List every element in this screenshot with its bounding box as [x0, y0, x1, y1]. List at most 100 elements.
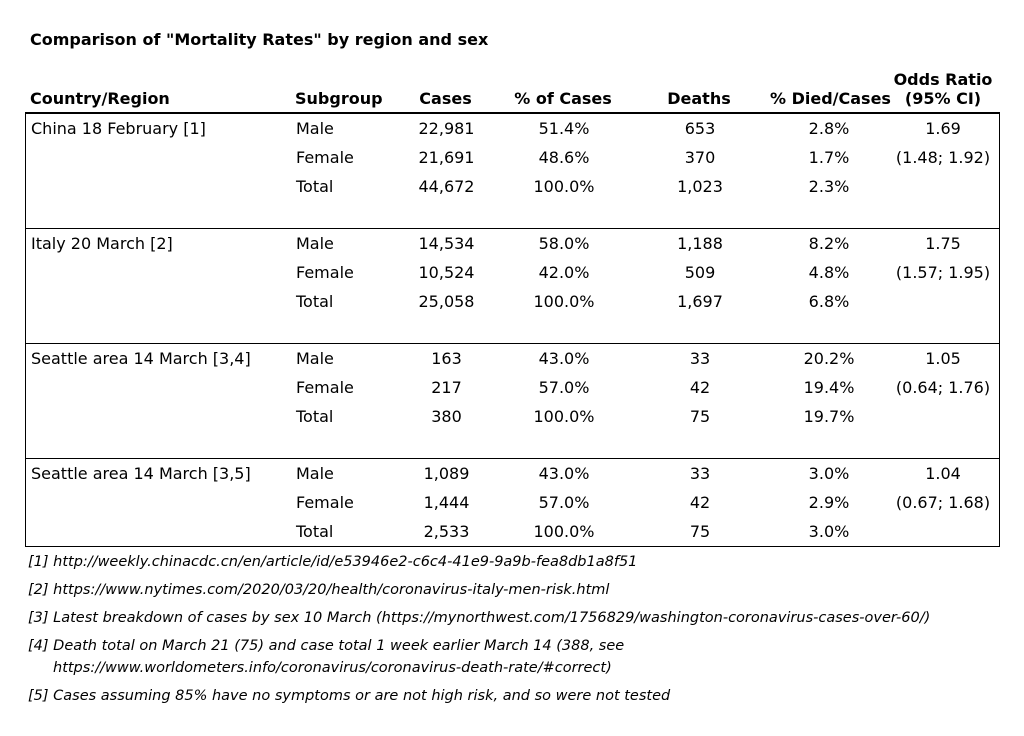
cell-pct-of-cases: 100.0%: [533, 177, 595, 196]
cell-subgroup: Female: [296, 378, 354, 397]
cell-deaths: 33: [689, 349, 711, 368]
cell-pct-of-cases: 100.0%: [533, 522, 595, 541]
cell-pct-of-cases: 48.6%: [538, 148, 590, 167]
table-row: Italy 20 March [2] Male 14,534 58.0% 1,1…: [26, 229, 999, 258]
region-label: Seattle area 14 March [3,4]: [31, 349, 251, 368]
cell-pct-of-cases: 100.0%: [533, 407, 595, 426]
region-block-seattle-estimated: Seattle area 14 March [3,5] Male 1,089 4…: [26, 459, 999, 546]
cell-pct-died: 19.4%: [803, 378, 855, 397]
cell-odds-ratio: 1.69: [925, 119, 961, 138]
block-spacer: [26, 201, 999, 228]
table-header-row: Country/Region Subgroup Cases % of Cases…: [25, 54, 1000, 112]
cell-cases: 1,089: [423, 464, 470, 483]
footnotes-section: [1] http://weekly.chinacdc.cn/en/article…: [28, 553, 1008, 715]
cell-pct-died: 20.2%: [803, 349, 855, 368]
cell-deaths: 653: [684, 119, 716, 138]
footnote-3: [3] Latest breakdown of cases by sex 10 …: [28, 610, 931, 626]
col-header-country-region: Country/Region: [30, 89, 170, 108]
cell-cases: 217: [431, 378, 462, 397]
region-block-china: China 18 February [1] Male 22,981 51.4% …: [26, 114, 999, 229]
cell-subgroup: Total: [296, 407, 334, 426]
region-block-seattle-confirmed: Seattle area 14 March [3,4] Male 163 43.…: [26, 344, 999, 459]
cell-deaths: 33: [689, 464, 711, 483]
footnote-5: [5] Cases assuming 85% have no symptoms …: [28, 688, 671, 704]
cell-odds-ratio: 1.05: [925, 349, 961, 368]
table-row: Female 1,444 57.0% 42 2.9% (0.67; 1.68): [26, 488, 999, 517]
cell-pct-died: 6.8%: [808, 292, 850, 311]
cell-pct-of-cases: 57.0%: [538, 378, 590, 397]
region-label: Seattle area 14 March [3,5]: [31, 464, 251, 483]
footnote-4-line1: [4] Death total on March 21 (75) and cas…: [28, 638, 625, 654]
block-spacer: [26, 431, 999, 458]
cell-pct-died: 2.3%: [808, 177, 850, 196]
cell-pct-died: 2.9%: [808, 493, 850, 512]
cell-odds-ci: (1.57; 1.95): [895, 263, 991, 282]
cell-pct-died: 3.0%: [808, 522, 850, 541]
cell-pct-of-cases: 42.0%: [538, 263, 590, 282]
block-spacer: [26, 316, 999, 343]
cell-deaths: 42: [689, 493, 711, 512]
cell-pct-of-cases: 100.0%: [533, 292, 595, 311]
region-label: China 18 February [1]: [31, 119, 206, 138]
cell-pct-of-cases: 51.4%: [538, 119, 590, 138]
col-header-odds-ratio-line2: (95% CI): [904, 89, 982, 108]
footnote-4-line2: https://www.worldometers.info/coronaviru…: [53, 660, 612, 676]
cell-deaths: 509: [684, 263, 716, 282]
cell-cases: 1,444: [423, 493, 470, 512]
cell-subgroup: Male: [296, 349, 334, 368]
table-row: China 18 February [1] Male 22,981 51.4% …: [26, 114, 999, 143]
cell-subgroup: Total: [296, 292, 334, 311]
region-block-italy: Italy 20 March [2] Male 14,534 58.0% 1,1…: [26, 229, 999, 344]
table-row: Female 21,691 48.6% 370 1.7% (1.48; 1.92…: [26, 143, 999, 172]
col-header-odds-ratio: Odds Ratio (95% CI): [886, 70, 1000, 112]
cell-subgroup: Female: [296, 493, 354, 512]
cell-odds-ci: (0.67; 1.68): [895, 493, 991, 512]
cell-cases: 10,524: [418, 263, 475, 282]
table-row: Total 25,058 100.0% 1,697 6.8%: [26, 287, 999, 316]
table-row: Female 217 57.0% 42 19.4% (0.64; 1.76): [26, 373, 999, 402]
cell-subgroup: Total: [296, 522, 334, 541]
cell-pct-died: 2.8%: [808, 119, 850, 138]
col-header-deaths: Deaths: [667, 89, 731, 108]
cell-pct-of-cases: 43.0%: [538, 464, 590, 483]
col-header-pct-died-cases: % Died/Cases: [770, 89, 891, 108]
cell-subgroup: Female: [296, 263, 354, 282]
footnote-4: [4] Death total on March 21 (75) and cas…: [28, 637, 1008, 677]
cell-deaths: 75: [689, 407, 711, 426]
cell-odds-ratio: 1.75: [925, 234, 961, 253]
cell-pct-died: 19.7%: [803, 407, 855, 426]
col-header-pct-of-cases: % of Cases: [514, 89, 612, 108]
cell-cases: 163: [431, 349, 462, 368]
cell-cases: 2,533: [423, 522, 470, 541]
mortality-table-body: China 18 February [1] Male 22,981 51.4% …: [25, 112, 1000, 547]
cell-cases: 14,534: [418, 234, 475, 253]
table-row: Total 2,533 100.0% 75 3.0%: [26, 517, 999, 546]
cell-cases: 25,058: [418, 292, 475, 311]
cell-subgroup: Male: [296, 119, 334, 138]
footnote-1: [1] http://weekly.chinacdc.cn/en/article…: [28, 554, 638, 570]
cell-odds-ratio: 1.04: [925, 464, 961, 483]
col-header-cases: Cases: [419, 89, 472, 108]
cell-pct-died: 8.2%: [808, 234, 850, 253]
table-row: Seattle area 14 March [3,4] Male 163 43.…: [26, 344, 999, 373]
cell-subgroup: Total: [296, 177, 334, 196]
cell-cases: 380: [431, 407, 462, 426]
cell-deaths: 1,023: [677, 177, 723, 196]
cell-deaths: 1,188: [677, 234, 723, 253]
table-row: Total 44,672 100.0% 1,023 2.3%: [26, 172, 999, 201]
cell-pct-of-cases: 43.0%: [538, 349, 590, 368]
table-row: Female 10,524 42.0% 509 4.8% (1.57; 1.95…: [26, 258, 999, 287]
cell-pct-of-cases: 57.0%: [538, 493, 590, 512]
region-label: Italy 20 March [2]: [31, 234, 173, 253]
footnote-2: [2] https://www.nytimes.com/2020/03/20/h…: [28, 582, 610, 598]
col-header-subgroup: Subgroup: [295, 89, 383, 108]
cell-pct-died: 4.8%: [808, 263, 850, 282]
cell-cases: 21,691: [418, 148, 475, 167]
table-row: Total 380 100.0% 75 19.7%: [26, 402, 999, 431]
page-title: Comparison of "Mortality Rates" by regio…: [30, 30, 489, 49]
cell-pct-died: 1.7%: [808, 148, 850, 167]
cell-odds-ci: (1.48; 1.92): [895, 148, 991, 167]
cell-subgroup: Male: [296, 234, 334, 253]
cell-subgroup: Female: [296, 148, 354, 167]
